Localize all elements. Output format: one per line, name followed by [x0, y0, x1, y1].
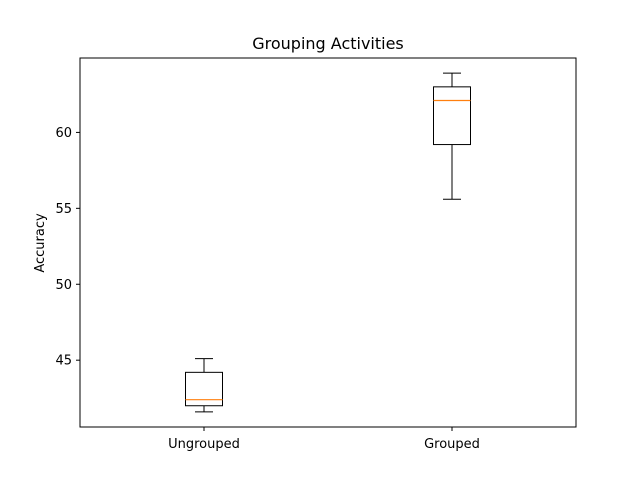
y-tick-label: 55: [55, 202, 72, 217]
y-tick-label: 60: [55, 126, 72, 141]
x-tick-label: Grouped: [424, 437, 480, 452]
plot-content: 45 50 55 60 Ungrouped Grouped: [55, 72, 480, 452]
y-tick-label: 45: [55, 354, 72, 369]
box-iqr: [185, 371, 223, 407]
y-axis-label: Accuracy: [33, 213, 48, 273]
plot-frame: [79, 57, 577, 428]
box-iqr: [433, 86, 471, 146]
y-tick-label: 50: [55, 278, 72, 293]
chart-title: Grouping Activities: [252, 34, 404, 53]
x-tick-label: Ungrouped: [168, 437, 240, 452]
